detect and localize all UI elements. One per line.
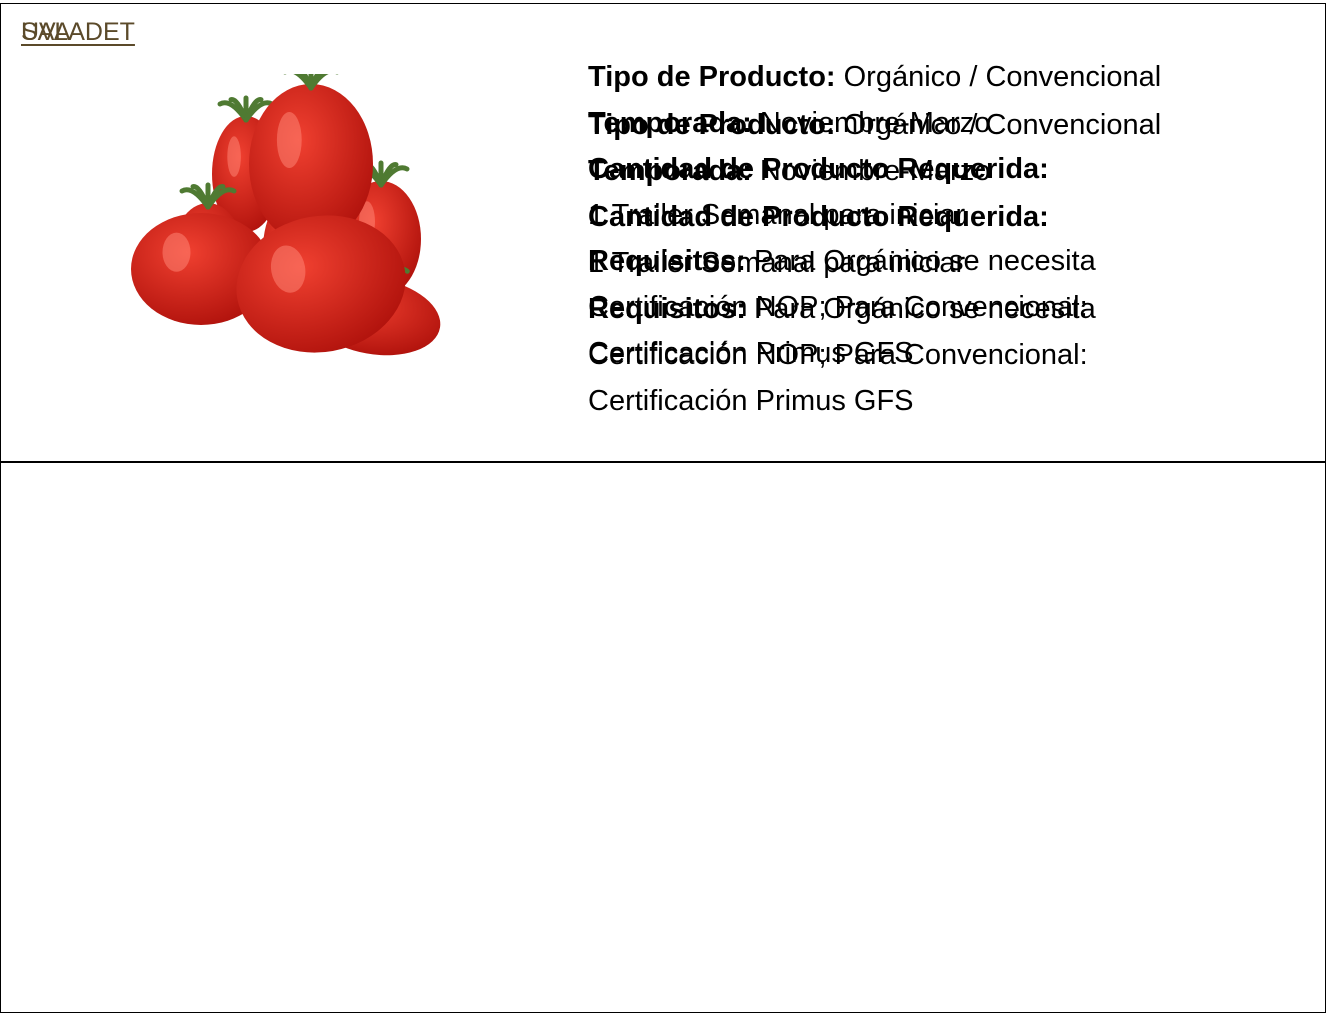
- detail-label: Requisitos:: [588, 245, 746, 277]
- details-cell: Tipo de Producto: Orgánico / Convenciona…: [588, 102, 1228, 424]
- detail-line: Cantidad de Producto Requerida:: [588, 146, 1228, 192]
- details-cell: Tipo de Producto: Orgánico / Convenciona…: [588, 54, 1228, 376]
- table-row: SALADET Tipo de Producto: Orgánico / Conv…: [1, 18, 1325, 1023]
- tomato-stem: [308, 74, 339, 91]
- detail-line: Tipo de Producto: Orgánico / Convenciona…: [588, 102, 1228, 148]
- detail-line: Tipo de Producto: Orgánico / Convenciona…: [588, 54, 1228, 100]
- tomato-shine: [162, 232, 191, 272]
- tomato-stem: [205, 187, 237, 210]
- detail-line: 1 Trailer Semanal para iniciar: [588, 192, 1228, 238]
- detail-value: Para Orgánico se necesita Certificación …: [588, 245, 1096, 369]
- tomato-shine: [270, 245, 306, 293]
- detail-label: Temporada:: [588, 155, 752, 187]
- detail-value: 1 Trailer Semanal para iniciar: [588, 199, 966, 231]
- detail-line: Temporada: Noviembre-Marzo: [588, 148, 1228, 194]
- detail-value: Orgánico / Convencional: [843, 61, 1162, 93]
- detail-label: Temporada:: [588, 107, 752, 139]
- tomato-stem: [243, 100, 275, 123]
- detail-value: 1 Trailer Semanal para iniciar: [588, 247, 966, 279]
- detail-line: Temporada: Noviembre-Marzo: [588, 100, 1228, 146]
- tomato-body: [236, 215, 406, 353]
- detail-line: Requisitos: Para Orgánico se necesita Ce…: [588, 286, 1228, 424]
- tomato-shine: [227, 136, 241, 177]
- detail-value: Noviembre-Marzo: [759, 155, 991, 187]
- detail-label: Cantidad de Producto Requerida:: [588, 153, 1049, 185]
- product-link[interactable]: UVA: [21, 18, 71, 46]
- detail-value: Para Orgánico se necesita Certificación …: [588, 293, 1096, 417]
- detail-label: Cantidad de Producto Requerida:: [588, 201, 1049, 233]
- detail-line: 1 Trailer Semanal para iniciar: [588, 240, 1228, 286]
- product-table: UVA Tipo de Producto: Orgánico / Convenci…: [0, 3, 1326, 1013]
- tomato: [249, 74, 373, 244]
- tomato-stem: [378, 165, 410, 188]
- detail-value: Noviembre-Marzo: [759, 107, 991, 139]
- detail-line: Cantidad de Producto Requerida:: [588, 194, 1228, 240]
- tomato: [236, 215, 406, 353]
- detail-label: Tipo de Producto:: [588, 109, 836, 141]
- product-image: [131, 74, 406, 353]
- detail-label: Requisitos:: [588, 293, 746, 325]
- product-link[interactable]: SALADET: [21, 18, 135, 46]
- tomato: [131, 213, 271, 325]
- tomato-shine: [276, 112, 302, 168]
- detail-label: Tipo de Producto:: [588, 61, 836, 93]
- detail-line: Requisitos: Para Orgánico se necesita Ce…: [588, 238, 1228, 376]
- detail-value: Orgánico / Convencional: [843, 109, 1162, 141]
